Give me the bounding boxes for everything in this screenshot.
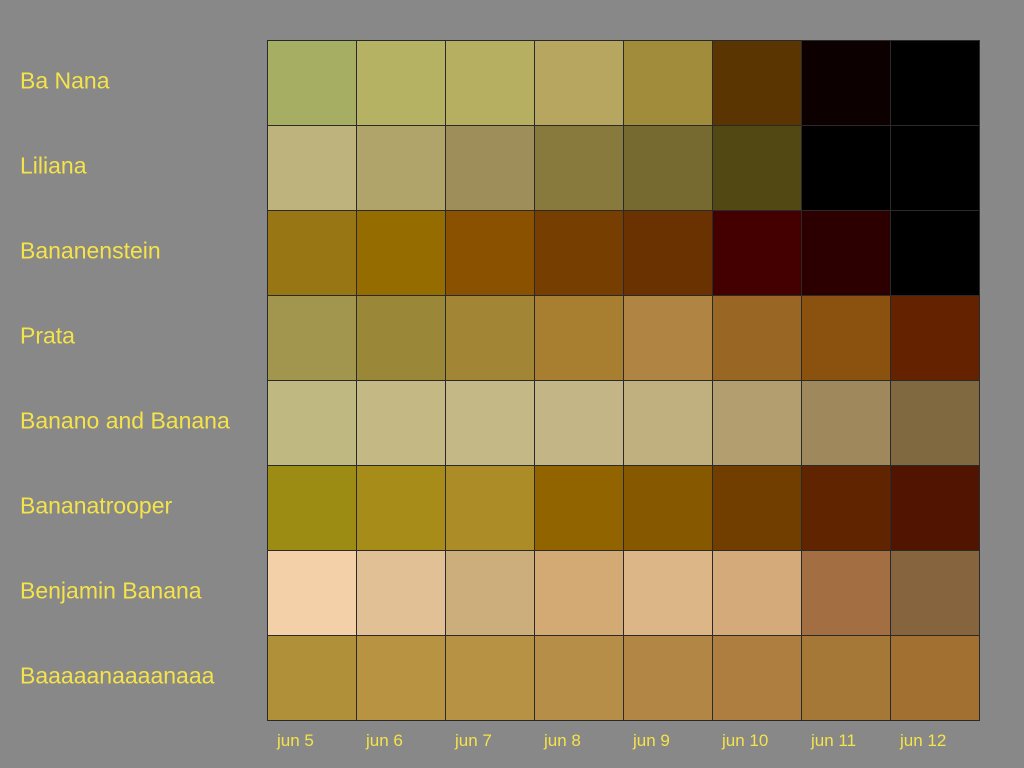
column-label: jun 12: [899, 731, 946, 750]
row-label: Banano and Banana: [20, 408, 230, 434]
heatmap-cell: [623, 210, 713, 296]
heatmap-cell: [623, 40, 713, 126]
heatmap-cell: [267, 210, 357, 296]
heatmap-cell: [712, 295, 802, 381]
heatmap-cell: [267, 550, 357, 636]
heatmap-cell: [712, 125, 802, 211]
row-label: Bananenstein: [20, 238, 161, 264]
heatmap-cell: [534, 380, 624, 466]
heatmap-cell: [356, 40, 446, 126]
heatmap-cell: [267, 465, 357, 551]
heatmap-cell: [445, 380, 535, 466]
column-label: jun 9: [632, 731, 670, 750]
heatmap-cell: [356, 295, 446, 381]
heatmap-cell: [267, 125, 357, 211]
heatmap-cell: [534, 635, 624, 721]
heatmap-cell: [890, 635, 980, 721]
heatmap-cell: [801, 295, 891, 381]
heatmap-cell: [623, 295, 713, 381]
heatmap-cell: [356, 635, 446, 721]
heatmap-cell: [267, 40, 357, 126]
heatmap-cell: [801, 550, 891, 636]
heatmap-cell: [623, 125, 713, 211]
heatmap-cell: [890, 210, 980, 296]
heatmap-cell: [445, 295, 535, 381]
heatmap-cell: [534, 465, 624, 551]
heatmap-cell: [801, 40, 891, 126]
heatmap-cell: [534, 125, 624, 211]
heatmap-cell: [267, 380, 357, 466]
heatmap-cell: [890, 550, 980, 636]
heatmap-cell: [712, 465, 802, 551]
column-label: jun 10: [721, 731, 768, 750]
heatmap-cell: [801, 380, 891, 466]
row-label: Liliana: [20, 153, 87, 179]
row-label: Ba Nana: [20, 68, 110, 94]
heatmap-cell: [534, 550, 624, 636]
column-label: jun 5: [276, 731, 314, 750]
column-label: jun 8: [543, 731, 581, 750]
heatmap-cell: [801, 635, 891, 721]
heatmap-cell: [623, 550, 713, 636]
heatmap-cell: [623, 380, 713, 466]
column-label: jun 6: [365, 731, 403, 750]
heatmap-cell: [890, 40, 980, 126]
heatmap-cell: [890, 295, 980, 381]
heatmap-cell: [267, 295, 357, 381]
heatmap-cell: [445, 40, 535, 126]
column-label: jun 11: [810, 731, 856, 750]
column-labels: jun 5 jun 6 jun 7 jun 8 jun 9 jun 10 jun 11 jun…: [276, 731, 946, 750]
heatmap-cell: [267, 635, 357, 721]
heatmap-cells: [267, 40, 980, 721]
heatmap-cell: [445, 635, 535, 721]
row-labels: Ba Nana Liliana Bananenstein Prata Banano an…: [20, 68, 230, 689]
heatmap-cell: [623, 635, 713, 721]
row-label: Prata: [20, 323, 75, 349]
heatmap-cell: [356, 550, 446, 636]
heatmap-cell: [356, 465, 446, 551]
row-label: Benjamin Banana: [20, 578, 202, 604]
heatmap-cell: [712, 380, 802, 466]
heatmap-cell: [801, 210, 891, 296]
heatmap-cell: [890, 380, 980, 466]
heatmap-cell: [445, 210, 535, 296]
heatmap-cell: [623, 465, 713, 551]
heatmap-cell: [712, 40, 802, 126]
heatmap-cell: [445, 465, 535, 551]
heatmap-cell: [356, 380, 446, 466]
heatmap-cell: [890, 465, 980, 551]
heatmap-cell: [712, 210, 802, 296]
heatmap-cell: [712, 550, 802, 636]
heatmap-cell: [890, 125, 980, 211]
column-label: jun 7: [454, 731, 492, 750]
heatmap-cell: [712, 635, 802, 721]
heatmap-cell: [801, 465, 891, 551]
row-label: Baaaaanaaaanaaa: [20, 663, 215, 689]
heatmap-cell: [534, 295, 624, 381]
heatmap-cell: [356, 125, 446, 211]
heatmap-cell: [356, 210, 446, 296]
row-label: Bananatrooper: [20, 493, 173, 519]
heatmap-cell: [534, 210, 624, 296]
heatmap-cell: [445, 550, 535, 636]
heatmap-cell: [534, 40, 624, 126]
heatmap-cell: [801, 125, 891, 211]
heatmap-cell: [445, 125, 535, 211]
